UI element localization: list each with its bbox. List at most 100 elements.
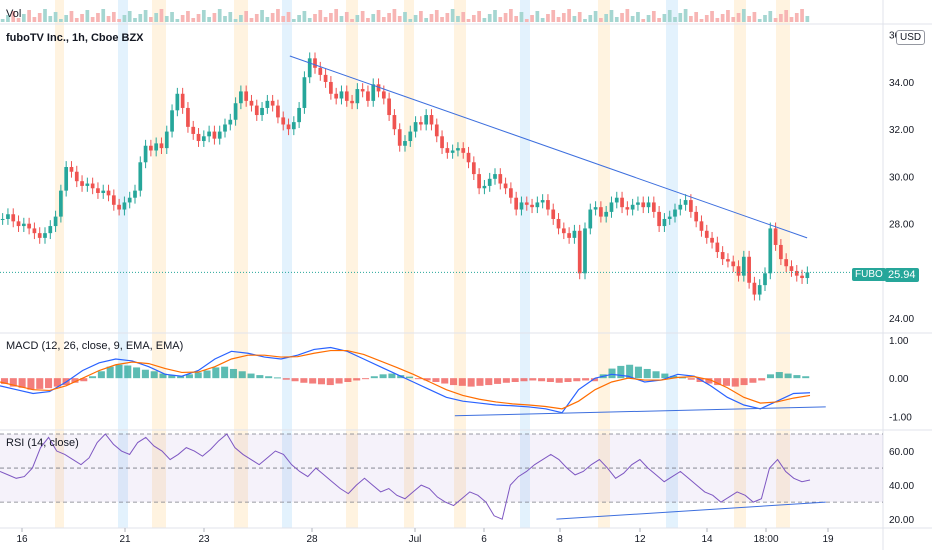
macd-histogram-bar — [106, 366, 114, 379]
macd-histogram-bar — [687, 378, 695, 380]
volume-bar — [249, 18, 254, 22]
candle-body — [445, 148, 450, 153]
volume-bar — [392, 9, 397, 22]
candle-body — [302, 77, 307, 108]
candle-body — [551, 209, 556, 219]
macd-histogram-bar — [722, 378, 730, 386]
price-tick-label: 28.00 — [889, 220, 914, 231]
candle-body — [260, 107, 264, 116]
volume-bar — [614, 17, 619, 22]
macd-histogram-bar — [177, 376, 185, 379]
volume-label: Vol — [6, 8, 22, 20]
macd-histogram-bar — [608, 368, 616, 379]
candle-body — [313, 58, 317, 68]
candle-body — [170, 110, 174, 132]
macd-histogram-bar — [652, 371, 660, 379]
volume-bar — [498, 17, 503, 22]
volume-bar — [641, 19, 646, 22]
macd-histogram-bar — [53, 378, 61, 387]
candle-body — [318, 67, 323, 75]
macd-histogram-bar — [502, 378, 510, 383]
volume-bar — [233, 19, 238, 22]
volume-bar — [159, 9, 164, 22]
candle-body — [572, 230, 577, 238]
volume-bar — [699, 19, 704, 22]
macd-histogram-bar — [678, 377, 686, 379]
volume-bar — [461, 12, 466, 22]
candle-body — [741, 256, 746, 276]
candle-body — [207, 131, 211, 137]
volume-bar — [196, 14, 201, 22]
volume-bar — [429, 14, 434, 22]
volume-bar — [64, 15, 69, 22]
candle-body — [254, 105, 259, 116]
candle-body — [387, 98, 391, 116]
volume-bar — [387, 13, 391, 22]
volume-bar — [413, 15, 418, 22]
volume-bar — [466, 19, 471, 22]
volume-bar — [752, 12, 757, 22]
volume-bar — [509, 9, 513, 22]
candle-body — [493, 174, 497, 179]
volume-bar — [710, 11, 714, 22]
macd-histogram-bar — [80, 378, 88, 382]
volume-bar — [620, 13, 624, 22]
volume-bar — [366, 18, 370, 22]
price-tick-label: 34.00 — [889, 78, 914, 89]
macd-histogram-bar — [45, 378, 53, 389]
candle-body — [90, 183, 95, 189]
candle-body — [74, 171, 79, 182]
volume-bar — [265, 17, 270, 22]
candle-body — [530, 204, 534, 208]
candle-body — [413, 122, 418, 132]
volume-bar — [530, 15, 534, 22]
macd-histogram-bar — [458, 378, 466, 386]
candle-body — [164, 131, 169, 149]
volume-bar — [471, 15, 476, 22]
volume-bar — [424, 18, 429, 22]
macd-histogram-bar — [476, 378, 484, 386]
rsi-trendline — [556, 501, 826, 520]
volume-bar — [59, 19, 63, 22]
volume-bar — [239, 15, 243, 22]
macd-histogram-bar — [626, 364, 634, 379]
volume-bar — [21, 14, 26, 22]
time-tick-label: Jul — [409, 534, 422, 545]
macd-histogram-bar — [529, 378, 537, 381]
session-stripe — [404, 0, 414, 528]
candle-body — [0, 218, 5, 220]
volume-bar — [191, 18, 196, 22]
volume-bar — [440, 17, 444, 22]
macd-histogram-bar — [793, 375, 801, 379]
volume-bar — [318, 10, 323, 22]
candle-body — [154, 143, 159, 151]
volume-bar — [96, 13, 100, 22]
currency-button[interactable]: USD — [896, 30, 926, 45]
candle-body — [482, 185, 487, 189]
macd-histogram-bar — [370, 376, 378, 379]
candle-body — [752, 282, 757, 295]
candle-body — [37, 233, 42, 238]
volume-bar — [244, 11, 249, 22]
volume-bar — [286, 12, 291, 22]
candle-body — [519, 202, 524, 210]
candle-body — [217, 131, 222, 139]
time-tick-label: 21 — [119, 534, 131, 545]
candle-body — [683, 200, 688, 205]
macd-histogram-bar — [273, 377, 281, 379]
volume-bar — [556, 17, 561, 22]
candle-body — [757, 285, 762, 295]
candle-body — [657, 211, 661, 227]
volume-bar — [323, 17, 328, 22]
candle-body — [408, 131, 413, 142]
time-tick-label: 28 — [306, 534, 318, 545]
session-stripe — [776, 0, 790, 528]
macd-histogram-bar — [18, 378, 26, 388]
candle-body — [223, 124, 227, 132]
macd-histogram-bar — [229, 368, 237, 379]
macd-histogram-bar — [89, 376, 97, 379]
candle-body — [239, 91, 243, 104]
volume-bar — [445, 13, 450, 22]
candle-body — [11, 214, 16, 222]
